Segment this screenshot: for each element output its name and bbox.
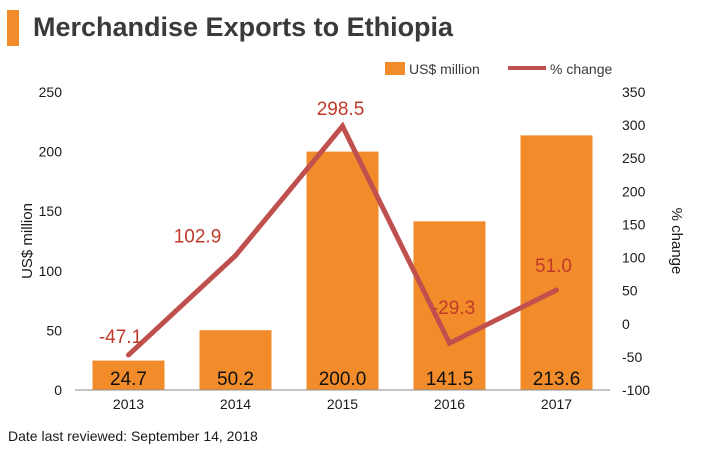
- legend-swatch-bar: [385, 62, 405, 75]
- bar-2015: [306, 151, 379, 390]
- bar-value-label: 213.6: [533, 369, 581, 390]
- line-value-label: -47.1: [99, 327, 142, 348]
- y-tick-label: 50: [46, 322, 62, 338]
- y2-tick-label: 350: [622, 84, 646, 100]
- x-tick-label: 2013: [113, 396, 144, 412]
- x-tick-label: 2016: [434, 396, 465, 412]
- legend-label-line: % change: [550, 61, 612, 77]
- line-point-2014: [233, 253, 238, 259]
- chart-title: Merchandise Exports to Ethiopia: [33, 12, 454, 42]
- y2-tick-label: 0: [622, 316, 630, 332]
- bar-2016: [413, 221, 486, 390]
- y2-tick-label: -50: [622, 349, 642, 365]
- y2-tick-label: 250: [622, 150, 646, 166]
- line-value-label: -29.3: [432, 298, 475, 319]
- y-tick-label: 0: [54, 382, 62, 398]
- bar-value-label: 50.2: [217, 369, 254, 390]
- y-tick-label: 200: [39, 144, 63, 160]
- line-value-label: 298.5: [317, 99, 365, 120]
- bar-2014: [199, 330, 272, 390]
- bar-value-label: 141.5: [426, 369, 474, 390]
- line-point-2016: [447, 340, 452, 346]
- bar-2013: [92, 360, 165, 390]
- x-tick-label: 2015: [327, 396, 358, 412]
- bar-value-label: 200.0: [319, 369, 367, 390]
- y-tick-label: 100: [39, 263, 63, 279]
- y-tick-label: 150: [39, 203, 63, 219]
- y2-axis-title: % change: [668, 208, 685, 275]
- bar-2017: [520, 135, 593, 390]
- line-point-2017: [554, 287, 559, 293]
- x-tick-label: 2017: [541, 396, 572, 412]
- y2-tick-label: 100: [622, 250, 646, 266]
- title-accent-bar: [7, 10, 19, 46]
- y2-tick-label: -100: [622, 382, 650, 398]
- x-tick-label: 2014: [220, 396, 251, 412]
- y2-tick-label: 50: [622, 283, 638, 299]
- y2-tick-label: 300: [622, 117, 646, 133]
- footer-note: Date last reviewed: September 14, 2018: [8, 428, 258, 444]
- line-value-label: 102.9: [174, 227, 222, 248]
- legend-label-bar: US$ million: [409, 61, 480, 77]
- y2-tick-label: 200: [622, 183, 646, 199]
- y-axis-title: US$ million: [19, 203, 36, 279]
- line-point-2015: [340, 123, 345, 129]
- bar-value-label: 24.7: [110, 369, 147, 390]
- y-tick-label: 250: [39, 84, 63, 100]
- line-point-2013: [126, 352, 131, 358]
- line-value-label: 51.0: [535, 256, 572, 277]
- y2-tick-label: 150: [622, 216, 646, 232]
